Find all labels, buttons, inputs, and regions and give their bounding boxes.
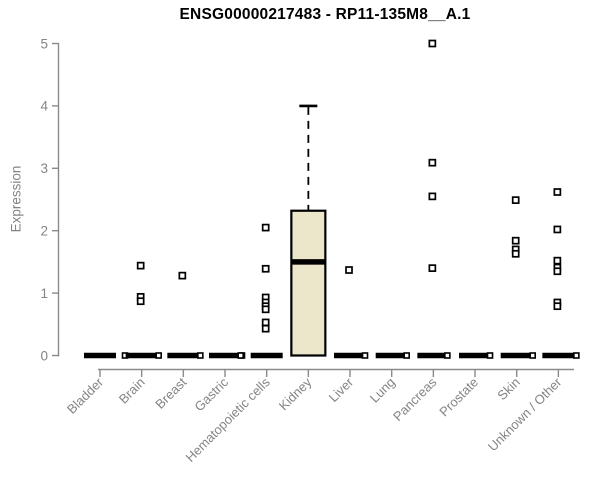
data-point-skin xyxy=(511,236,520,245)
zero-data-point-pancreas xyxy=(444,352,451,359)
data-point-hematopoietic-cells xyxy=(261,318,270,327)
box-kidney xyxy=(290,209,327,357)
data-point-breast xyxy=(178,271,187,280)
zero-data-point-hematopoietic-cells xyxy=(237,352,244,359)
collapsed-box-lung xyxy=(375,352,408,359)
collapsed-box-brain xyxy=(125,352,158,359)
zero-data-point-liver xyxy=(361,352,369,359)
y-tick-label: 2 xyxy=(40,224,48,239)
collapsed-box-skin xyxy=(500,352,533,359)
y-tick-label: 5 xyxy=(40,36,48,51)
collapsed-box-hematopoietic-cells xyxy=(250,352,283,359)
median-line-kidney xyxy=(291,259,326,265)
collapsed-box-bladder xyxy=(84,352,116,359)
x-tick-label-skin: Skin xyxy=(494,375,522,403)
collapsed-box-unknown-other xyxy=(542,352,575,359)
x-tick-label-pancreas: Pancreas xyxy=(390,374,440,424)
y-tick-label: 0 xyxy=(40,348,48,363)
x-tick-label-kidney: Kidney xyxy=(276,374,315,413)
data-point-pancreas xyxy=(428,158,437,167)
data-point-unknown-other xyxy=(553,188,562,196)
data-point-unknown-other xyxy=(553,302,562,311)
data-point-hematopoietic-cells xyxy=(261,324,270,333)
zero-data-point-skin xyxy=(529,352,537,359)
data-point-hematopoietic-cells xyxy=(261,305,270,314)
collapsed-box-pancreas xyxy=(417,352,450,359)
x-tick-label-unknown-other: Unknown / Other xyxy=(485,374,565,454)
data-point-unknown-other xyxy=(553,256,562,265)
zero-data-point-unknown-other xyxy=(573,352,580,359)
x-tick-label-breast: Breast xyxy=(152,374,189,411)
collapsed-box-liver xyxy=(334,352,367,359)
y-tick-label: 3 xyxy=(40,161,48,176)
data-point-pancreas xyxy=(428,264,437,272)
x-tick-label-lung: Lung xyxy=(367,375,398,406)
x-tick-label-prostate: Prostate xyxy=(436,375,481,420)
x-tick-label-bladder: Bladder xyxy=(64,374,107,417)
zero-data-point-prostate xyxy=(486,352,494,359)
zero-data-point-breast xyxy=(197,352,204,359)
x-tick-label-brain: Brain xyxy=(116,375,148,407)
data-point-liver xyxy=(345,266,353,274)
zero-data-point-lung xyxy=(403,352,410,359)
data-point-hematopoietic-cells xyxy=(261,223,270,232)
x-tick-label-liver: Liver xyxy=(326,374,357,405)
zero-data-point-brain xyxy=(155,352,162,359)
data-point-pancreas xyxy=(428,39,437,48)
data-point-unknown-other xyxy=(553,267,562,276)
data-point-hematopoietic-cells xyxy=(261,264,270,273)
x-tick-label-gastric: Gastric xyxy=(191,374,231,414)
data-point-unknown-other xyxy=(553,225,562,234)
data-point-pancreas xyxy=(428,192,437,201)
data-point-skin xyxy=(511,196,520,204)
data-point-skin xyxy=(511,249,520,258)
data-point-brain xyxy=(136,261,145,270)
collapsed-box-breast xyxy=(167,352,200,359)
y-tick-label: 1 xyxy=(40,286,48,301)
data-point-brain xyxy=(136,297,145,306)
collapsed-box-gastric xyxy=(209,352,242,359)
y-tick-label: 4 xyxy=(40,99,48,114)
chart-title: ENSG00000217483 - RP11-135M8__A.1 xyxy=(179,6,471,23)
collapsed-box-prostate xyxy=(459,352,492,359)
